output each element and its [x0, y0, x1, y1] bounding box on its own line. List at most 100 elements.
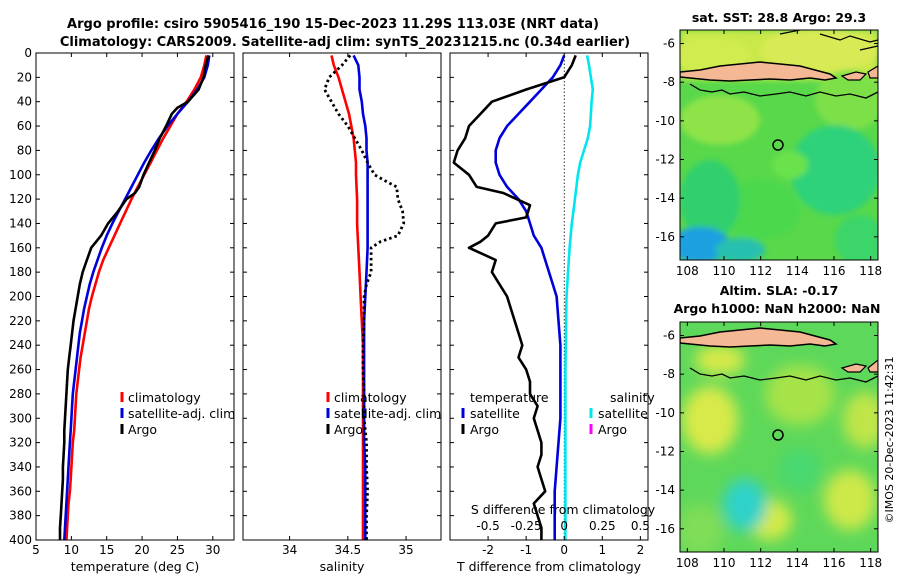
profile-charts: 0204060801001201401601802002202402602803…: [9, 46, 656, 574]
map-ytick-label: -8: [663, 367, 675, 381]
legend-label: satellite-adj. clim: [128, 406, 235, 421]
sla-land: [680, 327, 838, 348]
sst-axis-ticks: 108 110 112 114 116 118 -6 -8 -10 -12 -14 -16: [655, 30, 882, 278]
legend-label: satellite: [598, 406, 648, 421]
legend-label: satellite: [470, 406, 520, 421]
series-climatology: [330, 55, 365, 540]
map-xtick-label: 116: [823, 556, 846, 570]
ytick-label: 40: [17, 95, 32, 109]
xtick-label: 20: [134, 543, 149, 557]
ytick-label: 180: [9, 265, 32, 279]
ytick-label: 0: [24, 46, 32, 60]
sla-axis-ticks: 108 110 112 114 116 118 -6 -8 -10 -12 -14 -16: [655, 322, 882, 570]
series-s-satellite: [564, 55, 595, 540]
xtick-label: 34: [282, 543, 297, 557]
sst-argo-marker: [772, 139, 784, 151]
ytick-label: 140: [9, 216, 32, 230]
xtick-label: 34.5: [334, 543, 361, 557]
ytick-label: 60: [17, 119, 32, 133]
map-xtick-label: 110: [713, 556, 736, 570]
ytick-label: 200: [9, 290, 32, 304]
secondary-xtick-label: -0.5: [476, 519, 499, 533]
ytick-label: 280: [9, 387, 32, 401]
ytick-label: 100: [9, 168, 32, 182]
map-xtick-label: 114: [786, 264, 809, 278]
series-argo: [58, 55, 210, 540]
map-ytick-label: -12: [655, 444, 675, 458]
sst-map: sat. SST: 28.8 Argo: 29.3: [655, 10, 882, 278]
sst-coastline-north: [779, 30, 878, 51]
series-satellite-adj-clim: [63, 55, 211, 541]
xtick-label: 25: [170, 543, 185, 557]
ytick-label: 220: [9, 314, 32, 328]
map-ytick-label: -16: [655, 522, 675, 536]
xtick-label: 15: [99, 543, 114, 557]
watermark: ©IMOS 20-Dec-2023 11:42:31: [883, 357, 896, 524]
ytick-label: 340: [9, 460, 32, 474]
secondary-xtick-label: 0: [560, 519, 568, 533]
map-xtick-label: 114: [786, 556, 809, 570]
map-ytick-label: -14: [655, 191, 675, 205]
map-ytick-label: -16: [655, 230, 675, 244]
ytick-label: 120: [9, 192, 32, 206]
x-axis-label: T difference from climatology: [456, 559, 642, 574]
chart-temperature: 0 20 40 60 80 100 120 140 160 180 200 220 240 260 280 3…: [9, 46, 235, 574]
ytick-label: 380: [9, 509, 32, 523]
map-ytick-label: -12: [655, 152, 675, 166]
sla-map-subtitle: Argo h1000: NaN h2000: NaN: [674, 301, 881, 316]
legend-label: climatology: [128, 390, 201, 405]
legend-label: satellite-adj. clim: [334, 406, 441, 421]
map-ytick-label: -10: [655, 406, 675, 420]
legend-label: Argo: [128, 422, 157, 437]
chart-difference: -2 -1 0 1 2 T difference from climatology S di…: [449, 52, 656, 574]
xtick-label: 1: [598, 543, 606, 557]
series-t-satellite: [494, 54, 566, 540]
map-xtick-label: 118: [859, 556, 882, 570]
secondary-xtick-label: 0.5: [631, 519, 650, 533]
ytick-label: 20: [17, 70, 32, 84]
xtick-label: -1: [520, 543, 532, 557]
map-xtick-label: 108: [676, 264, 699, 278]
ytick-label: 400: [9, 533, 32, 547]
map-ytick-label: -6: [663, 329, 675, 343]
sla-coastline-south: [689, 367, 878, 383]
sla-map: Altim. SLA: -0.17 Argo h1000: NaN h2000:…: [655, 283, 882, 570]
series-climatology: [65, 55, 208, 541]
axes-frame: [242, 52, 442, 541]
sla-land-islands: [840, 359, 878, 373]
secondary-xtick-label: -0.25: [511, 519, 542, 533]
legend-header-temperature: temperature: [470, 390, 549, 405]
axes-frame: [449, 52, 649, 541]
map-ytick-label: -8: [663, 75, 675, 89]
xtick-label: 0: [560, 543, 568, 557]
ytick-label: 240: [9, 338, 32, 352]
xtick-label: 5: [32, 543, 40, 557]
series-satellite-adj-clim: [352, 54, 369, 540]
x-axis-label: temperature (deg C): [71, 559, 200, 574]
xtick-label: 35: [398, 543, 413, 557]
sst-land: [680, 61, 838, 82]
xtick-label: -2: [482, 543, 494, 557]
ytick-label: 320: [9, 436, 32, 450]
map-ytick-label: -10: [655, 114, 675, 128]
ytick-label: 300: [9, 411, 32, 425]
sst-land-islands: [840, 65, 878, 81]
sst-map-title: sat. SST: 28.8 Argo: 29.3: [692, 10, 866, 25]
map-xtick-label: 116: [823, 264, 846, 278]
legend-label: climatology: [334, 390, 407, 405]
map-xtick-label: 112: [749, 556, 772, 570]
ytick-label: 80: [17, 143, 32, 157]
xtick-label: 2: [637, 543, 645, 557]
secondary-x-axis-label: S difference from climatology: [471, 502, 656, 517]
x-axis-label: salinity: [320, 559, 365, 574]
legend-label: Argo: [334, 422, 363, 437]
header-line-1: Argo profile: csiro 5905416_190 15-Dec-2…: [67, 17, 599, 32]
map-ytick-label: -6: [663, 37, 675, 51]
xtick-label: 30: [205, 543, 220, 557]
ytick-label: 160: [9, 241, 32, 255]
sla-argo-marker: [772, 429, 784, 441]
sla-map-title: Altim. SLA: -0.17: [720, 283, 839, 298]
sst-coastline-south: [689, 83, 878, 99]
